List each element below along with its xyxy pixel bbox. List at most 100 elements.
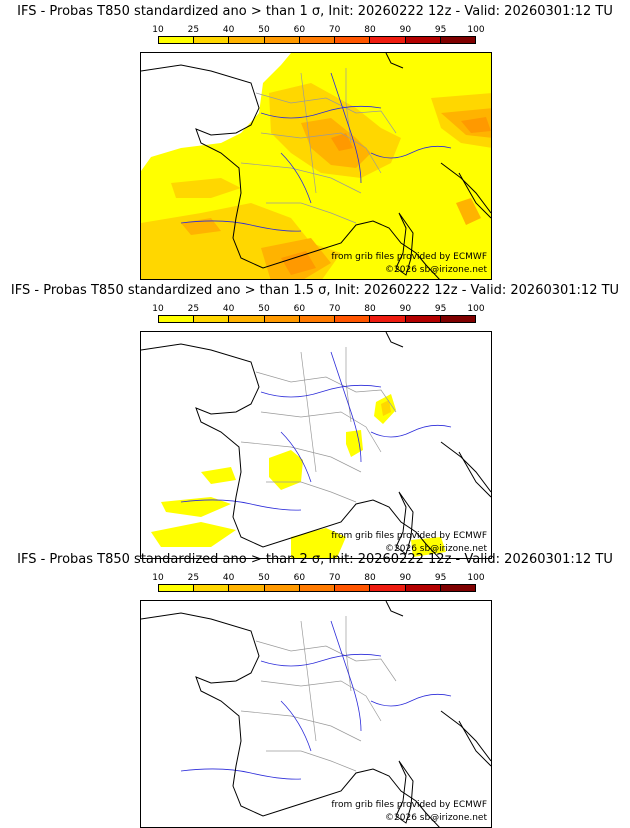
legend-swatch xyxy=(159,316,195,322)
legend-swatch xyxy=(194,585,230,591)
legend-swatch xyxy=(335,37,371,43)
legend-tick-label: 100 xyxy=(467,25,485,35)
source-credit: from grib files provided by ECMWF xyxy=(331,531,487,541)
legend-swatch xyxy=(405,585,441,591)
legend-swatch xyxy=(264,37,300,43)
legend-swatch xyxy=(405,316,441,322)
legend-tick-label: 100 xyxy=(467,573,485,583)
legend-tick-label: 90 xyxy=(399,25,412,35)
color-legend: 10 25 40 50 60 70 80 90 95 100 xyxy=(152,304,485,324)
legend-swatch xyxy=(299,585,336,591)
coastline-layer xyxy=(141,601,491,827)
legend-tick-label: 25 xyxy=(187,573,200,583)
legend-swatch xyxy=(299,37,336,43)
legend-tick-label: 95 xyxy=(434,573,447,583)
legend-tick-label: 80 xyxy=(364,573,376,583)
legend-swatch xyxy=(264,316,300,322)
map-panel-3: IFS - Probas T850 standardized ano > tha… xyxy=(0,552,630,828)
legend-tick-label: 60 xyxy=(293,304,306,314)
copyright-credit: ©2026 sb@irizone.net xyxy=(385,813,487,823)
legend-swatch xyxy=(370,316,406,322)
probability-map: from grib files provided by ECMWF ©2026 … xyxy=(140,600,492,828)
legend-swatch xyxy=(370,585,406,591)
probability-fill-layer xyxy=(151,394,446,558)
legend-tick-label: 25 xyxy=(187,304,200,314)
legend-swatch xyxy=(229,316,265,322)
prob-area-40 xyxy=(456,198,481,225)
legend-tick-label: 80 xyxy=(364,304,376,314)
legend-swatch xyxy=(440,37,475,43)
legend-tick-label: 60 xyxy=(293,25,306,35)
legend-tick-label: 95 xyxy=(434,304,447,314)
legend-tick-label: 10 xyxy=(152,304,164,314)
map-canvas xyxy=(141,332,491,558)
prob-area-10 xyxy=(346,430,363,457)
map-panel-1: IFS - Probas T850 standardized ano > tha… xyxy=(0,4,630,280)
legend-tick-label: 50 xyxy=(258,304,270,314)
coastline-layer xyxy=(141,332,491,558)
rivers-layer xyxy=(180,620,452,780)
copyright-credit: ©2026 sb@irizone.net xyxy=(385,544,487,554)
prob-area-25 xyxy=(171,178,241,198)
panel-title: IFS - Probas T850 standardized ano > tha… xyxy=(17,4,613,19)
legend-tick-label: 10 xyxy=(152,25,164,35)
legend-swatch xyxy=(229,37,265,43)
borders-layer xyxy=(240,616,397,772)
legend-tick-label: 25 xyxy=(187,25,200,35)
legend-tick-label: 40 xyxy=(222,573,235,583)
legend-tick-label: 60 xyxy=(293,573,306,583)
prob-area-10 xyxy=(151,522,236,547)
prob-area-10 xyxy=(161,497,231,517)
borders-layer xyxy=(240,68,397,224)
legend-swatch xyxy=(159,585,195,591)
color-legend: 10 25 40 50 60 70 80 90 95 100 xyxy=(152,573,485,593)
legend-swatch xyxy=(229,585,265,591)
legend-tick-label: 50 xyxy=(258,25,270,35)
legend-tick-label: 50 xyxy=(258,573,270,583)
legend-tick-label: 70 xyxy=(328,304,341,314)
copyright-credit: ©2026 sb@irizone.net xyxy=(385,265,487,275)
legend-swatch xyxy=(159,37,195,43)
color-legend: 10 25 40 50 60 70 80 90 95 100 xyxy=(152,25,485,45)
rivers-layer xyxy=(180,72,452,232)
legend-tick-label: 80 xyxy=(364,25,376,35)
map-canvas xyxy=(141,601,491,827)
legend-swatch xyxy=(370,37,406,43)
legend-swatch xyxy=(264,585,300,591)
panel-title: IFS - Probas T850 standardized ano > tha… xyxy=(17,552,613,567)
source-credit: from grib files provided by ECMWF xyxy=(331,252,487,262)
legend-ticks: 10 25 40 50 60 70 80 90 95 100 xyxy=(152,573,484,583)
legend-tick-label: 70 xyxy=(328,25,341,35)
prob-area-50 xyxy=(281,251,316,275)
prob-area-10 xyxy=(269,450,303,490)
legend-swatch xyxy=(335,585,371,591)
probability-map: from grib files provided by ECMWF ©2026 … xyxy=(140,331,492,559)
map-panel-2: IFS - Probas T850 standardized ano > tha… xyxy=(0,283,630,559)
borders-layer xyxy=(240,347,397,503)
legend-tick-label: 95 xyxy=(434,25,447,35)
legend-swatch xyxy=(335,316,371,322)
prob-area-50 xyxy=(331,133,353,151)
legend-swatch xyxy=(194,37,230,43)
map-canvas xyxy=(141,53,491,279)
legend-tick-label: 70 xyxy=(328,573,341,583)
source-credit: from grib files provided by ECMWF xyxy=(331,800,487,810)
legend-tick-label: 90 xyxy=(399,304,412,314)
legend-tick-label: 90 xyxy=(399,573,412,583)
panel-title: IFS - Probas T850 standardized ano > tha… xyxy=(10,283,620,298)
legend-swatch xyxy=(299,316,336,322)
coastline-layer xyxy=(141,53,491,279)
legend-swatches xyxy=(158,315,476,323)
prob-area-10 xyxy=(201,467,236,484)
legend-swatch xyxy=(405,37,441,43)
prob-area-10 xyxy=(291,528,346,558)
rivers-layer xyxy=(180,351,452,511)
legend-tick-label: 10 xyxy=(152,573,164,583)
legend-tick-label: 40 xyxy=(222,25,235,35)
legend-ticks: 10 25 40 50 60 70 80 90 95 100 xyxy=(152,25,484,35)
legend-tick-label: 40 xyxy=(222,304,235,314)
probability-map: from grib files provided by ECMWF ©2026 … xyxy=(140,52,492,280)
probability-fill-layer xyxy=(141,53,491,279)
legend-ticks: 10 25 40 50 60 70 80 90 95 100 xyxy=(152,304,484,314)
legend-swatch xyxy=(440,316,475,322)
